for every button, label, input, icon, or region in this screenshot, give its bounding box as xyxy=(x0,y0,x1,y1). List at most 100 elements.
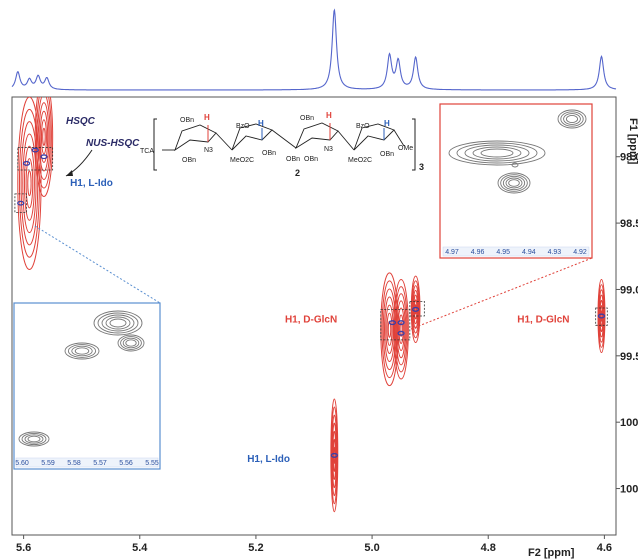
inset-right-contours xyxy=(448,109,587,194)
hsqc-contour xyxy=(399,321,403,337)
peak-annotation: H1, L-Ido xyxy=(247,454,290,465)
hsqc-contour xyxy=(386,312,393,346)
hsqc-contour xyxy=(411,280,420,339)
inset-contour xyxy=(74,347,90,355)
peak-annotation: H1, D-GlcN xyxy=(285,315,337,326)
inset-contour xyxy=(511,162,519,168)
hsqc-contour xyxy=(414,304,417,315)
hsqc-contour xyxy=(42,127,46,146)
hsqc-contour xyxy=(600,310,603,322)
peak-annotation: H1, L-Ido xyxy=(70,178,113,189)
hsqc-contour xyxy=(39,110,49,163)
projection-line xyxy=(11,8,617,91)
legend-nus-label: NUS-HSQC xyxy=(86,138,140,149)
inset-contour xyxy=(117,334,145,352)
nus-peak xyxy=(397,330,405,336)
inset-left-connector xyxy=(34,225,161,304)
hsqc-contour xyxy=(20,121,39,246)
link-1 xyxy=(215,132,233,151)
link-2 xyxy=(271,129,297,149)
struct-label: OBn xyxy=(286,156,300,163)
x-axis-ticks: 5.6 5.4 5.2 5.0 4.8 4.6 xyxy=(16,535,612,554)
nus-peak xyxy=(31,147,39,153)
struct-label: MeO2C xyxy=(230,157,254,164)
structure-bracket-right xyxy=(412,118,416,171)
y-tick-label: 99.5 xyxy=(620,351,638,363)
y-tick-label: 98.5 xyxy=(620,218,638,230)
inset-contour xyxy=(105,316,131,330)
inset-contour xyxy=(497,172,531,194)
inset-contour xyxy=(565,114,579,124)
inset-contour xyxy=(93,310,143,336)
inset-tick-label: 5.60 xyxy=(15,460,29,467)
nus-peak xyxy=(40,154,48,160)
x-tick-label: 5.6 xyxy=(16,542,31,554)
inset-contour xyxy=(125,339,137,347)
inset-contour xyxy=(448,140,546,166)
struct-label: OMe xyxy=(398,145,413,152)
structure-bracket-left xyxy=(153,118,157,171)
inset-contour xyxy=(67,344,97,358)
x-tick-label: 4.6 xyxy=(597,542,612,554)
struct-label: OBn xyxy=(182,157,196,164)
struct-label: BzO xyxy=(236,123,250,130)
y-tick-label: 100.5 xyxy=(620,484,638,496)
inset-contour xyxy=(109,318,127,328)
x-tick-label: 5.4 xyxy=(132,542,148,554)
hsqc-contour xyxy=(38,102,50,172)
h-red-label-1: H xyxy=(204,113,210,122)
struct-label: OBn xyxy=(180,117,194,124)
inset-tick-label: 5.55 xyxy=(145,460,159,467)
inset-contour xyxy=(500,174,528,192)
hsqc-contour xyxy=(40,119,47,155)
inset-contour xyxy=(557,109,587,129)
peak-highlight-box xyxy=(409,300,425,317)
inset-right-frame xyxy=(439,103,593,259)
hsqc-contour xyxy=(410,275,421,344)
x-tick-label: 5.0 xyxy=(364,542,379,554)
inset-contour xyxy=(508,179,520,187)
hsqc-contour xyxy=(396,300,406,359)
ring-3 xyxy=(295,122,339,150)
x-tick-label: 4.8 xyxy=(481,542,496,554)
nus-peak xyxy=(411,306,420,312)
peak-annotation: H1, D-GlcN xyxy=(517,315,569,326)
inset-tick-label: 5.59 xyxy=(41,460,55,467)
hsqc-contour xyxy=(398,314,404,344)
inset-left-contours xyxy=(18,310,145,447)
nus-peak xyxy=(17,200,25,206)
nus-peak xyxy=(397,320,405,326)
nus-peak xyxy=(330,452,338,458)
inset-tick-label: 4.96 xyxy=(471,249,485,256)
y-tick-label: 99.0 xyxy=(620,284,638,296)
inset-contour xyxy=(122,337,140,349)
inset-contour xyxy=(97,312,139,334)
hsqc-contour xyxy=(413,299,418,320)
hsqc-contour xyxy=(34,97,54,198)
inset-tick-label: 4.92 xyxy=(573,249,587,256)
y-tick-label: 98.0 xyxy=(620,152,638,164)
inset-contour xyxy=(563,113,581,125)
inset-contour xyxy=(456,142,538,164)
inset-tick-label: 4.94 xyxy=(522,249,536,256)
inset-contour xyxy=(502,175,526,191)
inset-contour xyxy=(71,345,93,357)
inset-contour xyxy=(480,148,514,158)
hsqc-contour xyxy=(413,294,419,325)
struct-label: TCA xyxy=(140,148,154,155)
hsqc-contour xyxy=(393,279,409,380)
struct-label: N3 xyxy=(204,147,213,154)
inset-tick-label: 5.56 xyxy=(119,460,133,467)
hsqc-contour xyxy=(37,97,51,180)
inset-right-connector xyxy=(410,257,593,330)
inset-contour xyxy=(464,144,530,162)
hsqc-contour xyxy=(394,286,408,373)
h-blue-label-2: H xyxy=(384,119,390,128)
hsqc-contour xyxy=(333,446,336,464)
inset-left-tick-strip xyxy=(15,457,159,468)
nus-peak xyxy=(22,160,31,166)
struct-label: N3 xyxy=(324,146,333,153)
inset-tick-label: 4.97 xyxy=(445,249,459,256)
hsqc-contour xyxy=(22,133,37,234)
